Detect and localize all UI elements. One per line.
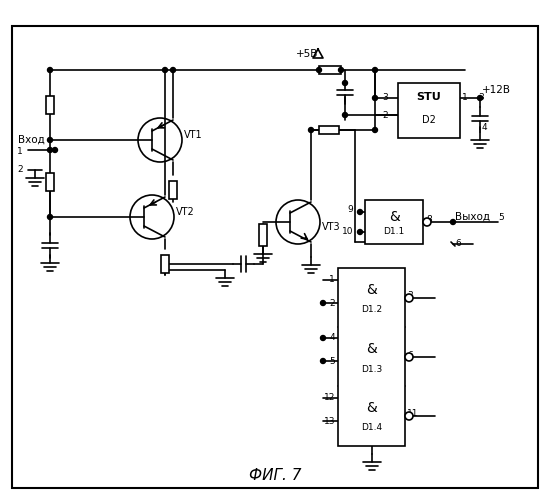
Circle shape (52, 148, 58, 152)
Text: D1.1: D1.1 (383, 228, 405, 236)
Circle shape (343, 112, 348, 117)
Bar (259, 224, 267, 246)
Circle shape (309, 128, 313, 132)
Text: &: & (389, 210, 399, 224)
Text: 1: 1 (329, 276, 335, 284)
Bar (319, 126, 339, 134)
Circle shape (321, 358, 326, 364)
Circle shape (450, 220, 455, 224)
Text: ФИГ. 7: ФИГ. 7 (249, 468, 301, 482)
Circle shape (343, 80, 348, 86)
Text: VT3: VT3 (322, 222, 340, 232)
Text: 1: 1 (17, 146, 23, 156)
Text: VT2: VT2 (176, 207, 195, 217)
Text: 6: 6 (455, 240, 461, 248)
Text: +5В: +5В (296, 49, 318, 59)
Circle shape (47, 214, 52, 220)
Text: 2: 2 (17, 166, 23, 174)
Text: +12В: +12В (482, 85, 511, 95)
Circle shape (372, 128, 377, 132)
Circle shape (170, 68, 175, 72)
Circle shape (47, 68, 52, 72)
Circle shape (405, 294, 413, 302)
Bar (338, 268, 405, 446)
Text: VT1: VT1 (184, 130, 202, 140)
Circle shape (316, 68, 322, 72)
Text: 11: 11 (407, 410, 419, 418)
Text: 5: 5 (329, 356, 335, 366)
Bar (319, 66, 341, 74)
Circle shape (372, 68, 377, 72)
Text: 13: 13 (323, 416, 335, 426)
Circle shape (423, 218, 431, 226)
Bar (365, 200, 423, 244)
Circle shape (358, 230, 362, 234)
Text: 4: 4 (482, 124, 488, 132)
Text: D1.3: D1.3 (361, 364, 382, 374)
Text: Выход: Выход (455, 212, 490, 222)
Circle shape (338, 68, 344, 72)
Bar (46, 96, 54, 114)
Circle shape (321, 336, 326, 340)
Text: 10: 10 (342, 228, 353, 236)
Circle shape (405, 412, 413, 420)
Circle shape (372, 96, 377, 100)
Circle shape (47, 138, 52, 142)
Circle shape (130, 195, 174, 239)
Text: &: & (366, 283, 377, 297)
Text: 9: 9 (347, 206, 353, 214)
Text: &: & (366, 401, 377, 415)
Circle shape (358, 210, 362, 214)
Circle shape (162, 68, 168, 72)
Text: STU: STU (417, 92, 441, 102)
Text: 5: 5 (498, 214, 504, 222)
Text: 3: 3 (382, 94, 388, 102)
Text: 8: 8 (426, 214, 432, 224)
Text: 4: 4 (329, 334, 335, 342)
Circle shape (321, 300, 326, 306)
Text: 6: 6 (407, 350, 412, 360)
Circle shape (405, 353, 413, 361)
Text: 12: 12 (323, 394, 335, 402)
Bar (46, 173, 54, 191)
Text: 3: 3 (407, 292, 412, 300)
Bar (161, 255, 169, 273)
Bar (169, 181, 177, 199)
Bar (398, 82, 460, 138)
Text: 2: 2 (329, 298, 335, 308)
Text: D1.2: D1.2 (361, 306, 382, 314)
Text: 1: 1 (462, 94, 468, 102)
Text: 3: 3 (478, 94, 484, 102)
Text: &: & (366, 342, 377, 356)
Circle shape (138, 118, 182, 162)
Text: Вход: Вход (18, 135, 45, 145)
Circle shape (276, 200, 320, 244)
Circle shape (47, 148, 52, 152)
Text: 2: 2 (382, 110, 388, 120)
Text: D1.4: D1.4 (361, 424, 382, 432)
Text: D2: D2 (422, 115, 436, 125)
Circle shape (477, 96, 482, 100)
